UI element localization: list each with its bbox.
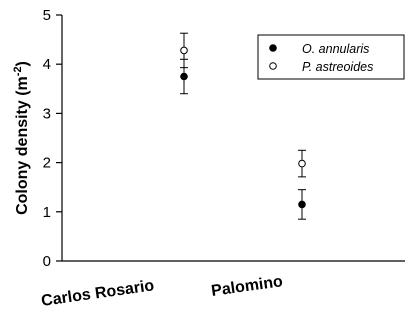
legend-marker <box>269 62 277 70</box>
data-point <box>298 159 306 168</box>
y-axis-title-text: Colony density (m <box>14 76 31 215</box>
data-point <box>298 200 306 209</box>
plot-area: 0 1 2 3 4 5 Carlos Rosario Palomino O. annularis… <box>40 7 405 310</box>
y-tick-label: 5 <box>43 7 51 24</box>
y-axis-title: Colony density (m-2) <box>12 61 31 215</box>
y-tick-label: 2 <box>43 155 51 172</box>
data-point <box>180 46 188 55</box>
y-axis-title-superscript: -2 <box>12 66 24 76</box>
x-category-label: Carlos Rosario <box>40 277 155 310</box>
legend-marker <box>269 44 277 52</box>
x-category-label: Palomino <box>210 273 284 300</box>
y-tick-label: 0 <box>43 253 51 270</box>
legend-label: P. astreoides <box>302 60 373 74</box>
svg-text:Colony density (m-2): Colony density (m-2) <box>12 61 31 215</box>
data-point <box>180 72 188 81</box>
y-tick-label: 4 <box>43 56 51 73</box>
legend-label: O. annularis <box>302 42 369 56</box>
y-axis-title-close: ) <box>14 61 31 66</box>
legend-box <box>257 34 405 80</box>
y-tick-label: 1 <box>43 204 51 221</box>
y-tick-label: 3 <box>43 105 51 122</box>
